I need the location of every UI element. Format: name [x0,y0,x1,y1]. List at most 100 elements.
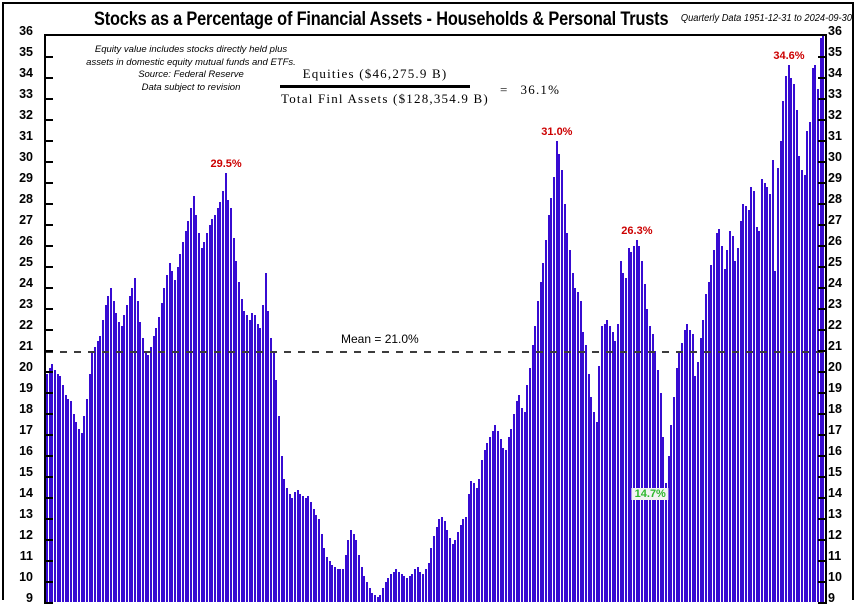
y-axis-label: 28 [19,192,33,206]
bar [579,300,582,602]
source-note: Equity value includes stocks directly he… [76,44,306,94]
bar [499,439,502,602]
axis-tick [818,476,825,478]
bar [91,351,94,602]
axis-tick [818,518,825,520]
bar [734,260,737,602]
bar [640,260,643,602]
bar [806,130,809,602]
axis-tick [818,266,825,268]
bar [723,269,726,602]
bar [536,300,539,602]
formula-numerator: Equities ($46,275.9 B) [302,66,448,81]
bar [224,172,227,602]
bar [624,277,627,602]
bar [464,516,467,602]
bar [176,267,179,602]
bar [758,231,761,602]
bar [123,315,126,602]
bar [742,204,745,602]
bar [272,351,275,602]
bar [675,367,678,602]
y-axis-label: 22 [828,318,842,332]
bar [726,250,729,602]
bar [787,65,790,602]
bar [96,340,99,602]
bar [158,317,161,602]
bar [528,367,531,602]
bar [275,380,278,602]
bar [382,588,385,602]
bar [78,428,80,602]
bar [46,374,48,602]
y-axis-label: 21 [19,339,33,353]
bar [131,288,134,602]
bar [422,573,425,602]
bar [182,241,185,602]
y-axis-label: 31 [19,129,33,143]
y-axis-label: 11 [19,549,33,563]
bar [326,556,329,602]
bar [387,577,390,602]
y-axis-label: 29 [19,171,33,185]
axis-tick [818,602,825,604]
bar [355,540,358,602]
bar [760,178,763,602]
bar [763,183,766,602]
source-note-line: Equity value includes stocks directly he… [94,44,288,55]
bar [246,315,249,602]
bar [515,401,518,602]
axis-tick [46,119,53,121]
bar [99,336,102,602]
axis-tick [46,245,53,247]
bar [728,231,731,602]
bar [64,395,67,602]
source-note-line: Data subject to revision [141,81,241,93]
bar [395,569,398,602]
bar [254,315,257,602]
axis-tick [46,350,53,352]
y-axis-label: 30 [19,150,33,164]
bar [462,519,465,602]
bar [115,313,118,602]
bar [603,323,606,602]
axis-tick [818,98,825,100]
y-axis-label: 27 [19,213,33,227]
bar [630,252,633,602]
bar [142,338,145,602]
axis-tick [46,371,53,373]
bar [419,571,422,602]
bar [475,487,478,602]
bar [347,540,350,602]
bar [67,399,70,602]
bar [416,567,419,602]
bar [320,533,323,602]
bar [779,141,782,602]
bar [635,239,638,602]
y-axis-label: 15 [828,465,842,479]
bar [531,344,534,602]
bar [248,319,251,602]
axis-tick [818,287,825,289]
bar [480,460,483,602]
bar [62,384,64,602]
bar [54,369,56,602]
bar [256,323,259,602]
y-axis-label: 25 [828,255,842,269]
bar [72,414,75,602]
y-axis-label: 17 [828,423,842,437]
bar [504,449,507,602]
axis-tick [818,161,825,163]
bar [510,428,513,602]
y-axis-label: 15 [19,465,33,479]
bar [350,529,353,602]
axis-tick [46,539,53,541]
quarterly-range-note: Quarterly Data 1951-12-31 to 2024-09-30 [680,13,852,24]
bar [691,334,694,602]
bar [664,483,667,602]
axis-tick [46,476,53,478]
y-axis-label: 14 [828,486,842,500]
bar [184,231,187,602]
bar [120,325,123,602]
